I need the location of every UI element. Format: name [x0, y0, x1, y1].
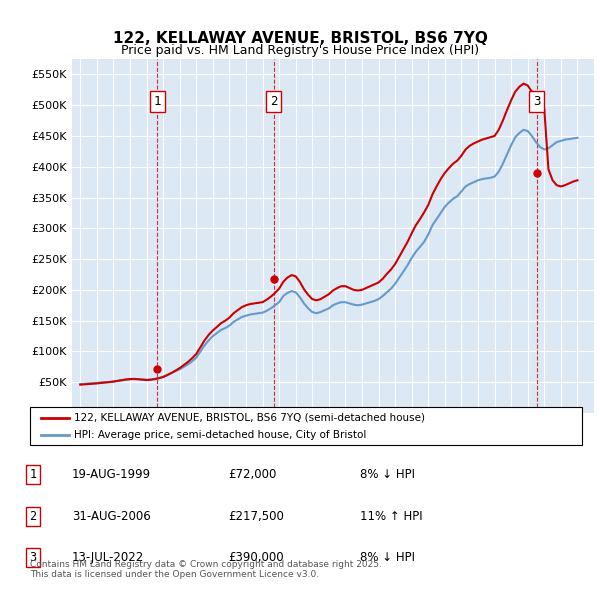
Text: 122, KELLAWAY AVENUE, BRISTOL, BS6 7YQ: 122, KELLAWAY AVENUE, BRISTOL, BS6 7YQ	[113, 31, 487, 46]
Text: 3: 3	[533, 95, 541, 108]
Text: 13-JUL-2022: 13-JUL-2022	[72, 551, 144, 564]
Text: £390,000: £390,000	[228, 551, 284, 564]
Text: HPI: Average price, semi-detached house, City of Bristol: HPI: Average price, semi-detached house,…	[74, 430, 367, 440]
Text: 31-AUG-2006: 31-AUG-2006	[72, 510, 151, 523]
Text: 11% ↑ HPI: 11% ↑ HPI	[360, 510, 422, 523]
Text: 1: 1	[29, 468, 37, 481]
Text: 2: 2	[29, 510, 37, 523]
Text: £72,000: £72,000	[228, 468, 277, 481]
Text: 8% ↓ HPI: 8% ↓ HPI	[360, 551, 415, 564]
Text: 1: 1	[154, 95, 161, 108]
Text: 2: 2	[270, 95, 277, 108]
FancyBboxPatch shape	[30, 407, 582, 445]
Text: Price paid vs. HM Land Registry's House Price Index (HPI): Price paid vs. HM Land Registry's House …	[121, 44, 479, 57]
Text: 19-AUG-1999: 19-AUG-1999	[72, 468, 151, 481]
Text: £217,500: £217,500	[228, 510, 284, 523]
Text: 3: 3	[29, 551, 37, 564]
Text: 8% ↓ HPI: 8% ↓ HPI	[360, 468, 415, 481]
Text: 122, KELLAWAY AVENUE, BRISTOL, BS6 7YQ (semi-detached house): 122, KELLAWAY AVENUE, BRISTOL, BS6 7YQ (…	[74, 413, 425, 423]
Text: Contains HM Land Registry data © Crown copyright and database right 2025.
This d: Contains HM Land Registry data © Crown c…	[30, 560, 382, 579]
